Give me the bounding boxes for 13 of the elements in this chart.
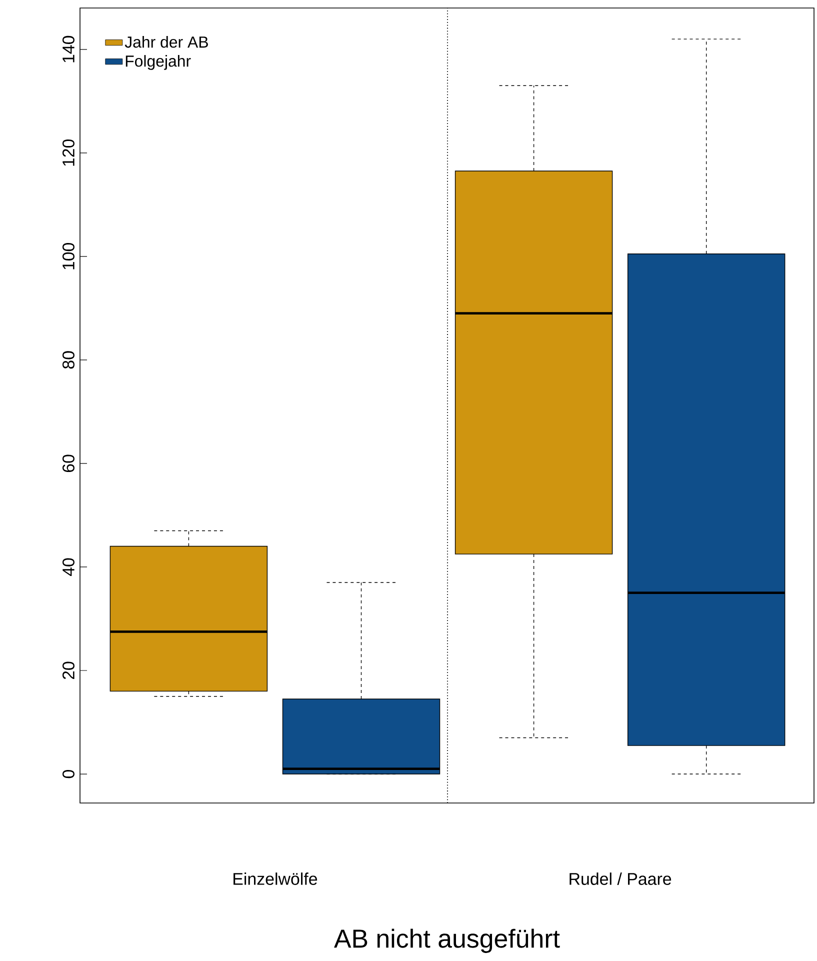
y-tick-label: 0 <box>62 770 74 778</box>
x-tick-label: Einzelwölfe <box>234 872 318 885</box>
y-tick-label: 120 <box>62 139 74 166</box>
y-tick-label: 100 <box>62 242 74 270</box>
y-tick-label: 140 <box>62 36 74 62</box>
legend-label: Folgejahr <box>126 55 191 70</box>
legend-label: Jahr der AB <box>124 36 208 48</box>
y-tick-label: 80 <box>62 351 74 369</box>
y-tick-label: 40 <box>62 558 74 576</box>
x-tick-label: Rudel / Paare <box>570 872 672 885</box>
x-axis-title: AB nicht ausgeführt <box>334 928 560 953</box>
y-tick-label: 60 <box>62 454 74 472</box>
y-tick-label: 20 <box>62 662 74 680</box>
